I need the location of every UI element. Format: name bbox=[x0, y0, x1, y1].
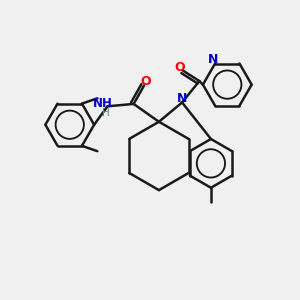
Text: N: N bbox=[177, 92, 187, 105]
Text: N: N bbox=[208, 53, 218, 66]
Text: O: O bbox=[175, 61, 185, 74]
Text: H: H bbox=[102, 108, 110, 118]
Text: O: O bbox=[141, 75, 152, 88]
Text: NH: NH bbox=[93, 98, 113, 110]
